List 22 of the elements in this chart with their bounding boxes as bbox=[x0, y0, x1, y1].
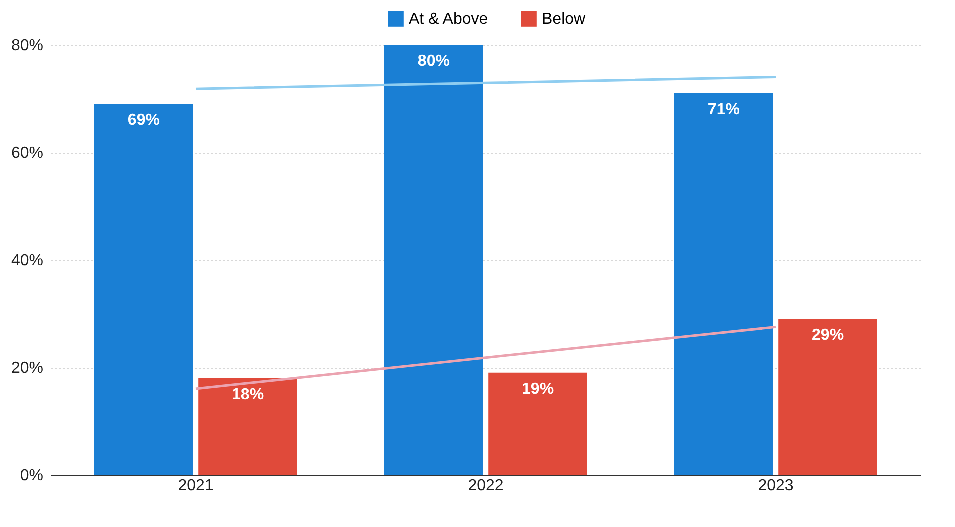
bar bbox=[384, 45, 484, 475]
text: 69% bbox=[128, 112, 160, 130]
y-tick-label: 0% bbox=[20, 468, 44, 484]
legend-label: At & Above bbox=[409, 11, 488, 28]
y-tick-label: 60% bbox=[11, 145, 44, 162]
y-tick-label: 20% bbox=[11, 360, 44, 377]
text: 80% bbox=[418, 53, 450, 70]
x-tick-label: 2023 bbox=[758, 478, 794, 494]
bar bbox=[488, 372, 588, 475]
bar bbox=[674, 93, 774, 475]
text: 19% bbox=[522, 380, 554, 398]
x-tick-label: 2022 bbox=[468, 478, 504, 494]
text: 71% bbox=[708, 101, 740, 118]
y-tick-label: 80% bbox=[11, 38, 44, 54]
bar bbox=[94, 104, 194, 475]
x-tick-label: 2021 bbox=[178, 478, 214, 494]
text: 29% bbox=[812, 327, 844, 344]
bar bbox=[778, 319, 878, 475]
text: 18% bbox=[232, 386, 264, 404]
legend-label: Below bbox=[542, 11, 586, 28]
y-tick-label: 40% bbox=[11, 252, 44, 270]
bar bbox=[198, 378, 298, 475]
